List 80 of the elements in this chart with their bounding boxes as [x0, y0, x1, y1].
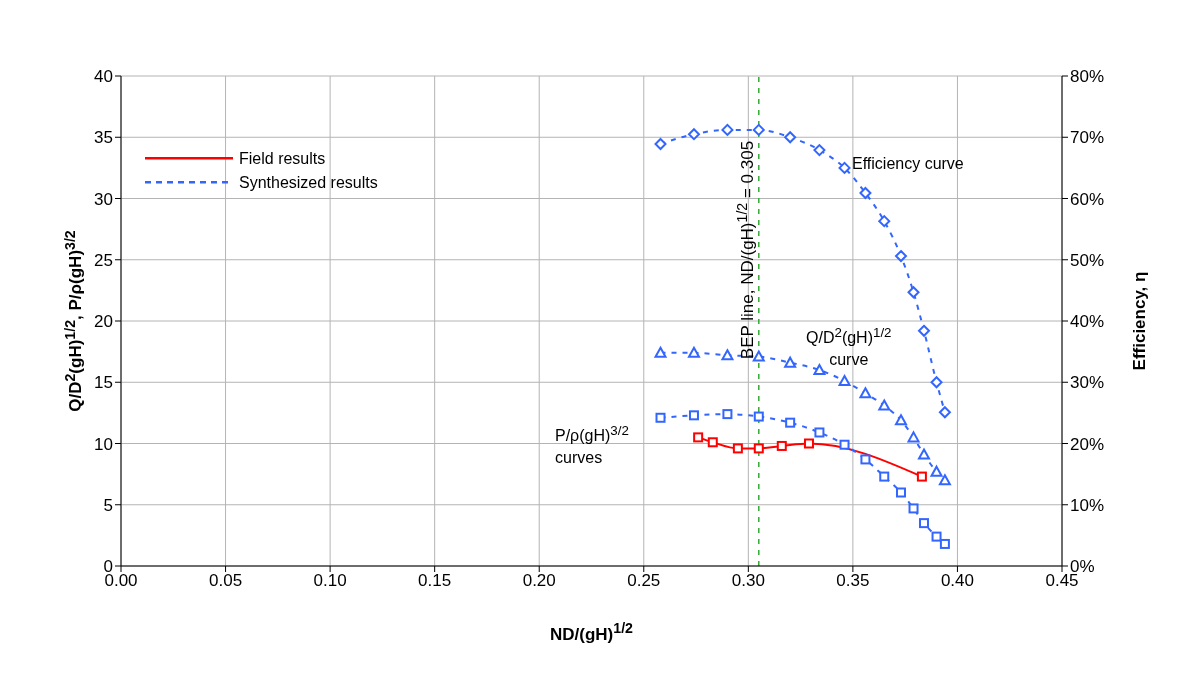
point: [784, 131, 797, 144]
y-tick-label: 5: [103, 495, 113, 515]
point: [930, 376, 943, 389]
x-tick-label: 0.25: [627, 571, 661, 591]
x-tick-label: 0.35: [836, 571, 870, 591]
point: [938, 406, 951, 419]
y-tick-label: 15: [94, 373, 113, 393]
point: [907, 286, 920, 299]
y-tick-label: 20: [94, 312, 113, 332]
point: [931, 531, 942, 542]
point: [894, 414, 907, 426]
point: [693, 432, 704, 443]
y2-tick-label: 70%: [1070, 128, 1105, 148]
point: [752, 350, 765, 362]
point: [907, 431, 920, 443]
x-axis-title: ND/(gH)$^{1/2}$: [549, 620, 634, 645]
point: [654, 346, 667, 358]
point: [753, 411, 764, 422]
annotation: Efficiency curve: [852, 154, 964, 174]
y2-tick-label: 40%: [1070, 312, 1105, 332]
legend-label: Synthesized results: [239, 174, 378, 191]
point: [814, 427, 825, 438]
point: [878, 399, 891, 411]
y2-tick-label: 20%: [1070, 434, 1105, 454]
annotation: Q/D$^{2}$(gH)$^{1/2}$ curve: [806, 324, 892, 371]
point: [753, 443, 764, 454]
point: [860, 454, 871, 465]
point: [732, 443, 743, 454]
point: [722, 409, 733, 420]
y-tick-label: 35: [94, 128, 113, 148]
point: [813, 364, 826, 375]
point: [721, 123, 734, 136]
y2-tick-label: 30%: [1070, 373, 1105, 393]
x-tick-label: 0.30: [731, 571, 765, 591]
x-tick-label: 0.15: [418, 571, 452, 591]
point: [939, 538, 950, 549]
point: [687, 128, 700, 141]
y2-tick-label: 10%: [1070, 495, 1105, 515]
point: [776, 440, 787, 451]
y2-tick-label: 50%: [1070, 250, 1105, 270]
x-tick-label: 0.40: [940, 571, 974, 591]
point: [838, 375, 851, 387]
y2-axis-title: Efficiency, η: [1130, 271, 1150, 371]
y2-tick-label: 60%: [1070, 189, 1105, 209]
point: [752, 123, 765, 136]
annotation: P/ρ(gH)$^{3/2}$ curves: [555, 422, 629, 469]
point: [895, 487, 906, 498]
point: [878, 215, 891, 228]
x-tick-label: 0.20: [522, 571, 556, 591]
point: [916, 471, 927, 482]
point: [688, 410, 699, 421]
point: [721, 349, 734, 361]
point: [879, 471, 890, 482]
point: [687, 346, 700, 358]
point: [784, 356, 797, 368]
point: [917, 448, 930, 460]
point: [894, 250, 907, 263]
y2-tick-label: 80%: [1070, 67, 1105, 87]
point: [838, 161, 851, 174]
point: [938, 474, 951, 486]
point: [918, 518, 929, 529]
point: [813, 144, 826, 157]
y-tick-label: 10: [94, 434, 113, 454]
point: [803, 438, 814, 449]
point: [917, 324, 930, 337]
x-tick-label: 0.05: [209, 571, 243, 591]
x-tick-label: 0.10: [313, 571, 347, 591]
point: [839, 439, 850, 450]
y-tick-label: 40: [94, 67, 113, 87]
point: [859, 387, 872, 399]
point: [655, 412, 666, 423]
legend-label: Field results: [239, 150, 326, 167]
point: [707, 437, 718, 448]
point: [908, 503, 919, 514]
point: [930, 465, 943, 477]
point: [654, 137, 667, 150]
point: [785, 417, 796, 428]
y-tick-label: 25: [94, 250, 113, 270]
y-tick-label: 30: [94, 189, 113, 209]
point: [859, 186, 872, 199]
